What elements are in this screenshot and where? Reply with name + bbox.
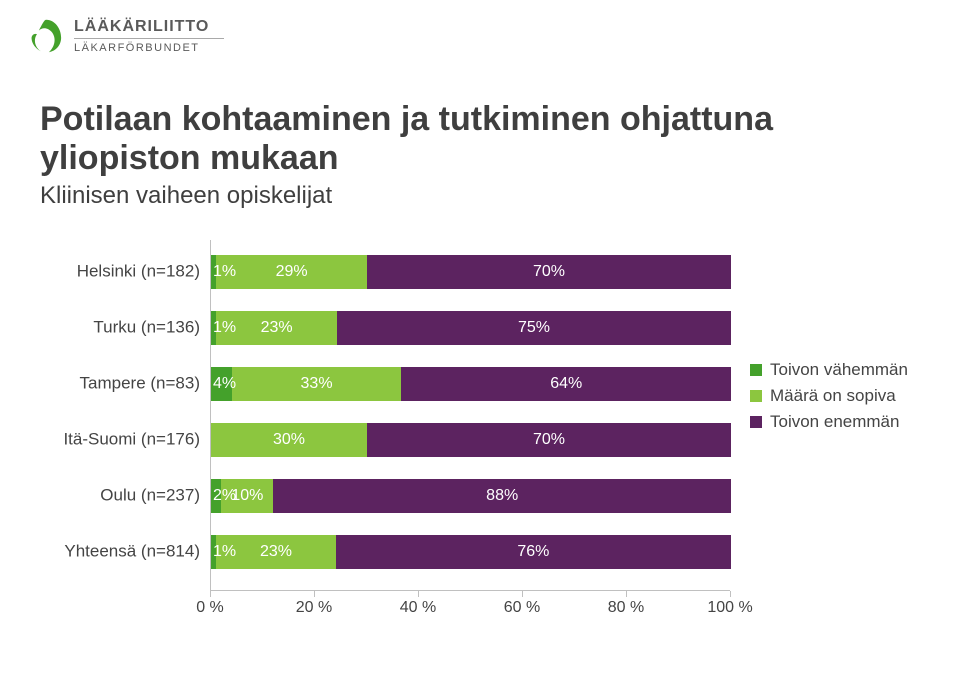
x-tick bbox=[418, 591, 419, 597]
segment-value-label: 1% bbox=[213, 263, 236, 281]
bar-row: 4%33%64% bbox=[211, 367, 731, 401]
legend-item: Määrä on sopiva bbox=[750, 386, 908, 406]
legend-label: Toivon enemmän bbox=[770, 412, 899, 432]
page-title: Potilaan kohtaaminen ja tutkiminen ohjat… bbox=[40, 100, 920, 178]
segment-value-label: 4% bbox=[213, 375, 236, 393]
legend-label: Määrä on sopiva bbox=[770, 386, 896, 406]
x-tick bbox=[626, 591, 627, 597]
category-label: Helsinki (n=182) bbox=[40, 263, 200, 282]
bar-segment-more: 75% bbox=[337, 311, 731, 345]
bar-segment-less: 4% bbox=[211, 367, 232, 401]
bar-segment-more: 64% bbox=[401, 367, 731, 401]
bar-segment-less: 2% bbox=[211, 479, 221, 513]
bar-segment-ok: 29% bbox=[216, 255, 367, 289]
legend-swatch bbox=[750, 364, 762, 376]
page-subtitle: Kliinisen vaiheen opiskelijat bbox=[40, 182, 920, 210]
x-tick-label: 80 % bbox=[608, 599, 644, 617]
logo-secondary-text: LÄKARFÖRBUNDET bbox=[74, 42, 224, 54]
x-tick-label: 0 % bbox=[196, 599, 224, 617]
bar-segment-more: 88% bbox=[273, 479, 731, 513]
chart-legend: Toivon vähemmän Määrä on sopiva Toivon ene… bbox=[750, 360, 908, 438]
x-tick bbox=[522, 591, 523, 597]
legend-item: Toivon vähemmän bbox=[750, 360, 908, 380]
x-tick-label: 40 % bbox=[400, 599, 436, 617]
x-tick-label: 100 % bbox=[707, 599, 752, 617]
legend-swatch bbox=[750, 416, 762, 428]
x-tick bbox=[314, 591, 315, 597]
stacked-bar-chart: 1%29%70%1%23%75%4%33%64%30%70%2%10%88%1%… bbox=[40, 240, 920, 640]
logo-divider bbox=[74, 38, 224, 39]
x-tick-label: 60 % bbox=[504, 599, 540, 617]
chart-x-axis: 0 %20 %40 %60 %80 %100 % bbox=[210, 590, 730, 631]
bar-row: 1%23%75% bbox=[211, 311, 731, 345]
bar-segment-more: 70% bbox=[367, 423, 731, 457]
bar-segment-more: 70% bbox=[367, 255, 731, 289]
bar-row: 1%29%70% bbox=[211, 255, 731, 289]
bar-segment-ok: 33% bbox=[232, 367, 402, 401]
segment-value-label: 1% bbox=[213, 319, 236, 337]
segment-value-label: 2% bbox=[213, 487, 236, 505]
org-logo: LÄÄKÄRILIITTO LÄKARFÖRBUNDET bbox=[28, 18, 224, 54]
legend-item: Toivon enemmän bbox=[750, 412, 908, 432]
bar-row: 30%70% bbox=[211, 423, 731, 457]
bar-segment-less: 1% bbox=[211, 535, 216, 569]
bar-segment-ok: 30% bbox=[211, 423, 367, 457]
legend-label: Toivon vähemmän bbox=[770, 360, 908, 380]
category-label: Itä-Suomi (n=176) bbox=[40, 431, 200, 450]
legend-swatch bbox=[750, 390, 762, 402]
segment-value-label: 1% bbox=[213, 543, 236, 561]
x-tick-label: 20 % bbox=[296, 599, 332, 617]
category-label: Turku (n=136) bbox=[40, 319, 200, 338]
bar-row: 2%10%88% bbox=[211, 479, 731, 513]
chart-plot-area: 1%29%70%1%23%75%4%33%64%30%70%2%10%88%1%… bbox=[210, 240, 731, 590]
x-tick bbox=[730, 591, 731, 597]
bar-segment-more: 76% bbox=[336, 535, 731, 569]
bar-segment-less: 1% bbox=[211, 255, 216, 289]
category-label: Yhteensä (n=814) bbox=[40, 543, 200, 562]
bar-segment-less: 1% bbox=[211, 311, 216, 345]
category-label: Oulu (n=237) bbox=[40, 487, 200, 506]
logo-mark-icon bbox=[28, 18, 64, 54]
category-label: Tampere (n=83) bbox=[40, 375, 200, 394]
x-tick bbox=[210, 591, 211, 597]
logo-primary-text: LÄÄKÄRILIITTO bbox=[74, 18, 224, 36]
bar-row: 1%23%76% bbox=[211, 535, 731, 569]
